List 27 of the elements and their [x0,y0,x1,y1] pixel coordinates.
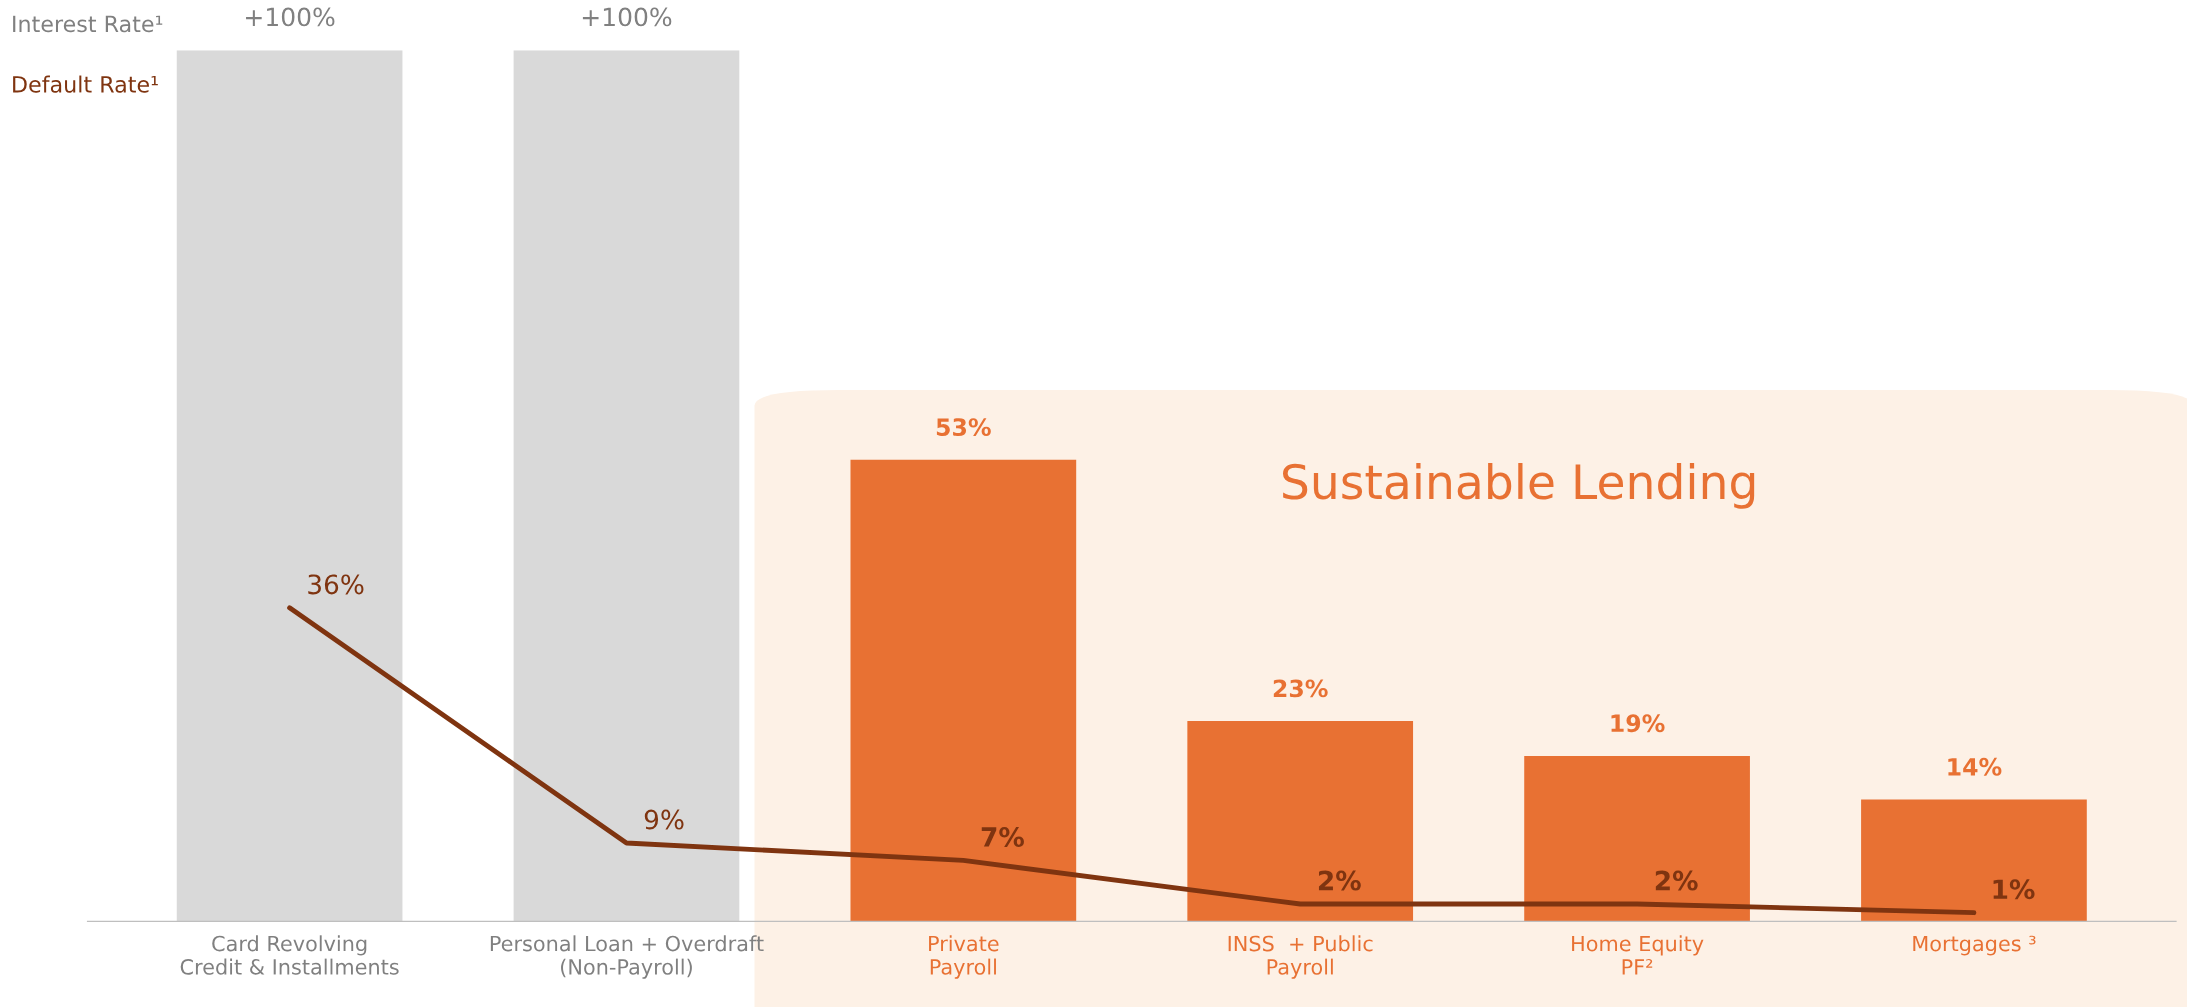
bar [176,50,403,922]
data-label: 14% [1948,757,2002,776]
data-label: 9% [644,809,684,830]
data-label: 1% [1993,879,2035,900]
bar [513,50,740,922]
data-label: 53% [936,418,991,437]
x-tick-label: Mortgages ³ [1913,935,2036,956]
y2-axis-title: Default Rate¹ [13,75,158,93]
data-label: +100% [246,7,335,27]
x-tick-label: INSS + Public Payroll [1228,935,1373,979]
data-label: 2% [1655,870,1698,891]
x-tick-label: Personal Loan + Overdraft (Non-Payroll) [490,935,764,979]
x-tick-label: Private Payroll [929,935,999,979]
bar [1187,721,1414,922]
data-label: 23% [1273,679,1328,698]
data-label: 36% [308,574,364,595]
bar [850,459,1077,922]
data-label: 2% [1318,870,1361,891]
data-label: +100% [582,7,672,27]
annotation: Sustainable Lending [1283,463,1755,509]
data-label: 19% [1611,714,1665,733]
bar [1524,755,1750,922]
x-tick-label: Card Revolving Credit & Installments [180,935,399,975]
x-tick-label: Home Equity PF² [1572,935,1704,975]
bar [1861,799,2087,922]
y-axis-title: Interest Rate¹ [13,15,163,33]
data-label: 7% [981,827,1024,847]
